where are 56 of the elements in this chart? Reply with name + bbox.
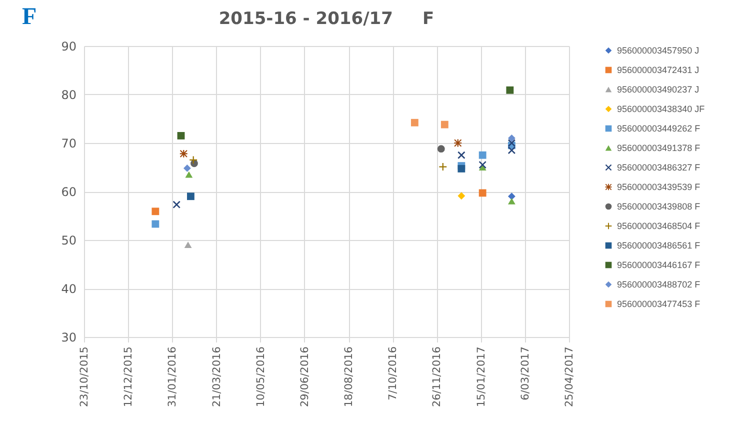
- point: [508, 198, 516, 204]
- point: [186, 192, 194, 200]
- x-tick-label: 21/03/2016: [210, 346, 223, 408]
- x-tick-label: 25/04/2017: [564, 346, 576, 408]
- point: [508, 192, 516, 200]
- chart-title: 2015-16 - 2016/17 F: [218, 9, 434, 29]
- legend-label: 956000003491378 F: [617, 143, 701, 153]
- legend-label: 956000003477453 F: [617, 299, 701, 309]
- point: [478, 151, 486, 159]
- legend-label: 956000003486561 F: [617, 240, 701, 250]
- point: [506, 86, 514, 94]
- x-tick-label: 15/01/2017: [475, 346, 488, 408]
- point: [508, 139, 516, 147]
- x-tick-label: 6/03/2017: [519, 346, 532, 400]
- legend-label: 956000003472431 J: [617, 65, 700, 75]
- point: [183, 164, 191, 172]
- y-tick-label: 80: [61, 88, 76, 102]
- legend-label: 956000003468504 F: [617, 221, 701, 231]
- y-tick-label: 60: [61, 185, 76, 199]
- y-tick-label: 90: [61, 40, 76, 54]
- point: [458, 192, 466, 200]
- legend-label: 956000003457950 J: [617, 46, 700, 56]
- legend-label: 956000003446167 F: [617, 260, 701, 270]
- point: [508, 134, 516, 142]
- y-tick-label: 30: [61, 330, 76, 344]
- x-tick-label: 7/10/2016: [387, 346, 400, 400]
- point: [440, 120, 448, 128]
- x-tick-label: 31/01/2016: [166, 346, 179, 408]
- legend-label: 956000003490237 J: [617, 84, 700, 94]
- point: [184, 242, 192, 248]
- x-tick-label: 10/05/2016: [254, 346, 267, 408]
- x-tick-label: 29/06/2016: [298, 346, 311, 408]
- x-tick-label: 26/11/2016: [431, 346, 444, 408]
- legend-label: 956000003449262 F: [617, 124, 701, 134]
- text: F: [22, 4, 37, 31]
- legend-label: 956000003486327 F: [617, 162, 701, 172]
- point: [177, 132, 185, 140]
- point: [478, 161, 486, 169]
- legend-label: 956000003439808 F: [617, 202, 701, 212]
- point: [478, 189, 486, 197]
- point: [152, 208, 160, 216]
- y-tick-label: 50: [61, 234, 76, 248]
- point: [185, 171, 193, 178]
- legend-label: 956000003488702 F: [617, 280, 701, 290]
- point: [410, 118, 418, 126]
- y-tick-label: 70: [61, 136, 76, 150]
- x-tick-label: 18/08/2016: [343, 346, 356, 408]
- legend-label: 956000003439539 F: [617, 182, 701, 192]
- x-tick-label: 23/10/2015: [78, 346, 90, 408]
- x-tick-label: 12/12/2015: [122, 346, 135, 408]
- point: [439, 163, 447, 170]
- point: [152, 220, 160, 228]
- legend-label: 956000003438340 JF: [617, 104, 706, 114]
- y-tick-label: 40: [61, 282, 76, 296]
- point: [437, 145, 445, 153]
- point: [458, 164, 466, 172]
